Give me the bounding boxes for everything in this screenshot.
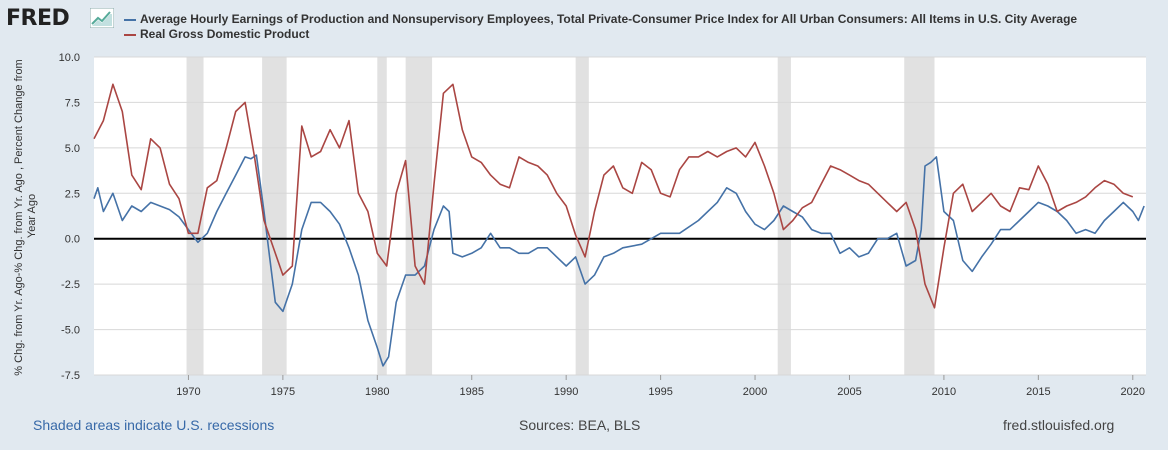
recession-band-2 [262, 57, 287, 375]
y-tick-label: 5.0 [65, 143, 80, 155]
legend-item-series-1[interactable]: Average Hourly Earnings of Production an… [124, 12, 1077, 26]
y-axis-label: % Chg. from Yr. Ago-% Chg. from Yr. Ago … [13, 56, 38, 375]
x-tick-label: 2000 [743, 386, 767, 398]
recession-band-5 [575, 57, 589, 375]
recession-band-7 [904, 57, 935, 375]
site-url[interactable]: fred.stlouisfed.org [1003, 417, 1115, 433]
x-tick-labels: 1970 1975 1980 1985 1990 1995 2000 2005 2010 2015… [176, 375, 1145, 398]
plot-background [94, 57, 1146, 375]
y-tick-label: -7.5 [61, 370, 80, 382]
series-lines [93, 83, 1145, 367]
recession-band-1 [186, 57, 204, 375]
legend-swatch-blue [124, 18, 136, 21]
series-line-1[interactable] [93, 154, 1145, 367]
legend-label-series-1: Average Hourly Earnings of Production an… [140, 12, 1078, 26]
legend-item-series-2[interactable]: Real Gross Domestic Product [124, 27, 309, 41]
y-tick-label: 0.0 [65, 234, 80, 246]
x-tick-label: 1975 [271, 386, 295, 398]
recession-shading [186, 57, 935, 375]
recession-band-6 [777, 57, 791, 375]
x-tick-label: 1980 [365, 386, 389, 398]
sources-text: Sources: BEA, BLS [519, 417, 641, 433]
y-axis-label-line-1: % Chg. from Yr. Ago-% Chg. from Yr. Ago … [13, 59, 25, 375]
chart-area: 10.0 7.5 5.0 2.5 0.0 -2.5 -5.0 -7.5 1970 1975 198… [13, 52, 1146, 398]
legend-label-series-2: Real Gross Domestic Product [140, 27, 310, 41]
y-tick-label: 2.5 [65, 188, 80, 200]
x-tick-label: 2010 [932, 386, 956, 398]
y-tick-label: -5.0 [61, 325, 80, 337]
x-tick-label: 1990 [554, 386, 578, 398]
y-tick-labels: 10.0 7.5 5.0 2.5 0.0 -2.5 -5.0 -7.5 [59, 52, 80, 382]
x-tick-label: 1985 [459, 386, 483, 398]
x-tick-label: 1995 [648, 386, 672, 398]
recession-band-4 [405, 57, 433, 375]
fred-logo[interactable]: FRED [6, 6, 70, 31]
y-axis-label-line-2: Year Ago [26, 194, 38, 238]
fred-chart-logo-icon [90, 8, 114, 28]
x-tick-label: 1970 [176, 386, 200, 398]
x-tick-label: 2015 [1026, 386, 1050, 398]
y-tick-label: 10.0 [59, 52, 80, 64]
series-line-2[interactable] [93, 83, 1134, 309]
x-tick-label: 2005 [837, 386, 861, 398]
recession-note-link[interactable]: Shaded areas indicate U.S. recessions [33, 417, 275, 433]
gridlines [94, 56, 1146, 376]
recession-band-3 [377, 57, 387, 375]
y-tick-label: -2.5 [61, 279, 80, 291]
y-tick-label: 7.5 [65, 97, 80, 109]
x-tick-label: 2020 [1121, 386, 1145, 398]
legend-swatch-red [124, 33, 136, 36]
